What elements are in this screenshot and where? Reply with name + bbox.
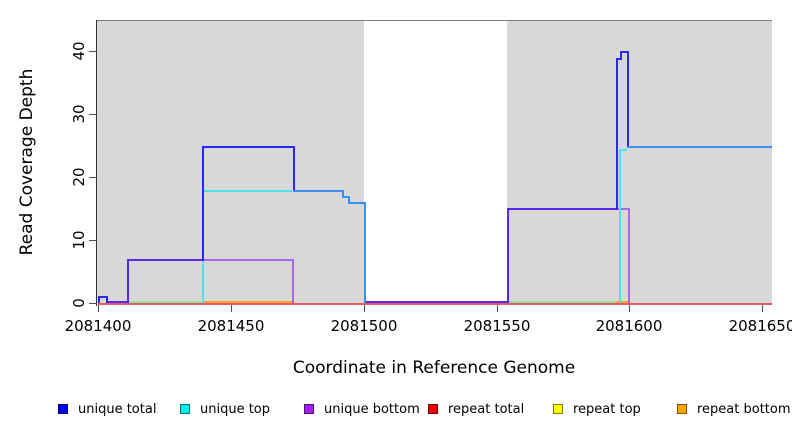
series-segment-cyan bbox=[619, 149, 621, 303]
y-tick bbox=[89, 240, 97, 241]
series-segment-royal bbox=[98, 296, 106, 298]
legend: unique total unique top unique bottom repea… bbox=[0, 399, 792, 421]
series-segment-blend bbox=[293, 190, 342, 192]
x-tick bbox=[497, 305, 498, 312]
x-tick bbox=[98, 305, 99, 312]
series-segment-violet bbox=[507, 208, 616, 210]
series-segment-blend bbox=[364, 202, 366, 303]
series-segment-blend bbox=[348, 202, 364, 204]
y-tick bbox=[89, 51, 97, 52]
series-segment-blend bbox=[627, 146, 772, 148]
series-segment-royal bbox=[106, 296, 108, 303]
y-tick bbox=[89, 177, 97, 178]
legend-swatch bbox=[180, 404, 190, 414]
series-segment-cyan bbox=[619, 149, 627, 151]
series-segment-orange bbox=[202, 301, 292, 303]
series-segment-royal bbox=[202, 146, 204, 261]
legend-item: repeat total bbox=[428, 399, 524, 419]
series-segment-blend bbox=[342, 196, 348, 198]
x-tick-label: 2081500 bbox=[330, 317, 398, 335]
series-segment-green bbox=[127, 301, 202, 303]
plot-area bbox=[97, 20, 772, 305]
x-tick bbox=[629, 305, 630, 312]
legend-swatch bbox=[677, 404, 687, 414]
series-segment-royal bbox=[202, 146, 293, 148]
legend-label: repeat top bbox=[573, 401, 641, 417]
series-segment-royal bbox=[616, 58, 620, 60]
legend-swatch bbox=[58, 404, 68, 414]
y-axis-title: Read Coverage Depth bbox=[17, 68, 37, 256]
y-tick-label: 20 bbox=[70, 167, 88, 187]
y-tick-label: 30 bbox=[70, 104, 88, 124]
x-tick-label: 2081450 bbox=[197, 317, 265, 335]
y-axis-line bbox=[96, 20, 97, 306]
y-tick-label: 40 bbox=[70, 41, 88, 61]
legend-swatch bbox=[304, 404, 314, 414]
plot-top-border bbox=[97, 20, 772, 21]
legend-item: unique total bbox=[58, 399, 156, 419]
series-segment-orange bbox=[616, 301, 628, 303]
series-segment-royal bbox=[98, 296, 100, 303]
x-tick-label: 2081600 bbox=[595, 317, 663, 335]
legend-label: unique top bbox=[200, 401, 271, 417]
series-segment-royal bbox=[627, 51, 629, 148]
x-tick-label: 2081400 bbox=[64, 317, 132, 335]
legend-item: repeat top bbox=[553, 399, 641, 419]
y-tick-label: 10 bbox=[70, 230, 88, 250]
legend-label: unique total bbox=[78, 401, 157, 417]
uncovered-region bbox=[364, 21, 507, 305]
x-tick-label: 2081550 bbox=[463, 317, 531, 335]
legend-item: unique top bbox=[180, 399, 270, 419]
x-tick bbox=[762, 305, 763, 312]
series-segment-blend bbox=[348, 196, 350, 204]
legend-swatch bbox=[428, 404, 438, 414]
series-segment-green bbox=[507, 301, 616, 303]
x-tick-label: 2081650 bbox=[728, 317, 792, 335]
y-tick-label: 0 bbox=[70, 298, 88, 308]
series-segment-purple bbox=[616, 208, 628, 210]
series-segment-royal bbox=[620, 51, 627, 53]
legend-label: repeat bottom bbox=[697, 401, 791, 417]
legend-item: repeat bottom bbox=[677, 399, 791, 419]
series-segment-violet bbox=[106, 301, 127, 303]
series-segment-purple bbox=[628, 208, 630, 303]
x-tick bbox=[231, 305, 232, 312]
series-segment-blend bbox=[342, 190, 344, 198]
series-segment-violet bbox=[127, 259, 129, 303]
series-segment-royal bbox=[293, 146, 295, 192]
legend-swatch bbox=[553, 404, 563, 414]
series-segment-royal bbox=[620, 51, 622, 60]
series-segment-red bbox=[98, 303, 772, 305]
x-axis-title: Coordinate in Reference Genome bbox=[292, 358, 576, 378]
legend-label: repeat total bbox=[448, 401, 525, 417]
series-segment-royal bbox=[616, 58, 618, 210]
series-segment-violet bbox=[364, 301, 507, 303]
series-segment-cyan bbox=[202, 190, 292, 192]
series-segment-violet bbox=[127, 259, 202, 261]
x-tick bbox=[364, 305, 365, 312]
legend-item: unique bottom bbox=[304, 399, 420, 419]
y-tick bbox=[89, 114, 97, 115]
y-tick bbox=[89, 303, 97, 304]
series-segment-purple bbox=[202, 259, 292, 261]
series-segment-violet bbox=[507, 208, 509, 303]
legend-label: unique bottom bbox=[324, 401, 420, 417]
series-segment-purple bbox=[292, 259, 294, 303]
